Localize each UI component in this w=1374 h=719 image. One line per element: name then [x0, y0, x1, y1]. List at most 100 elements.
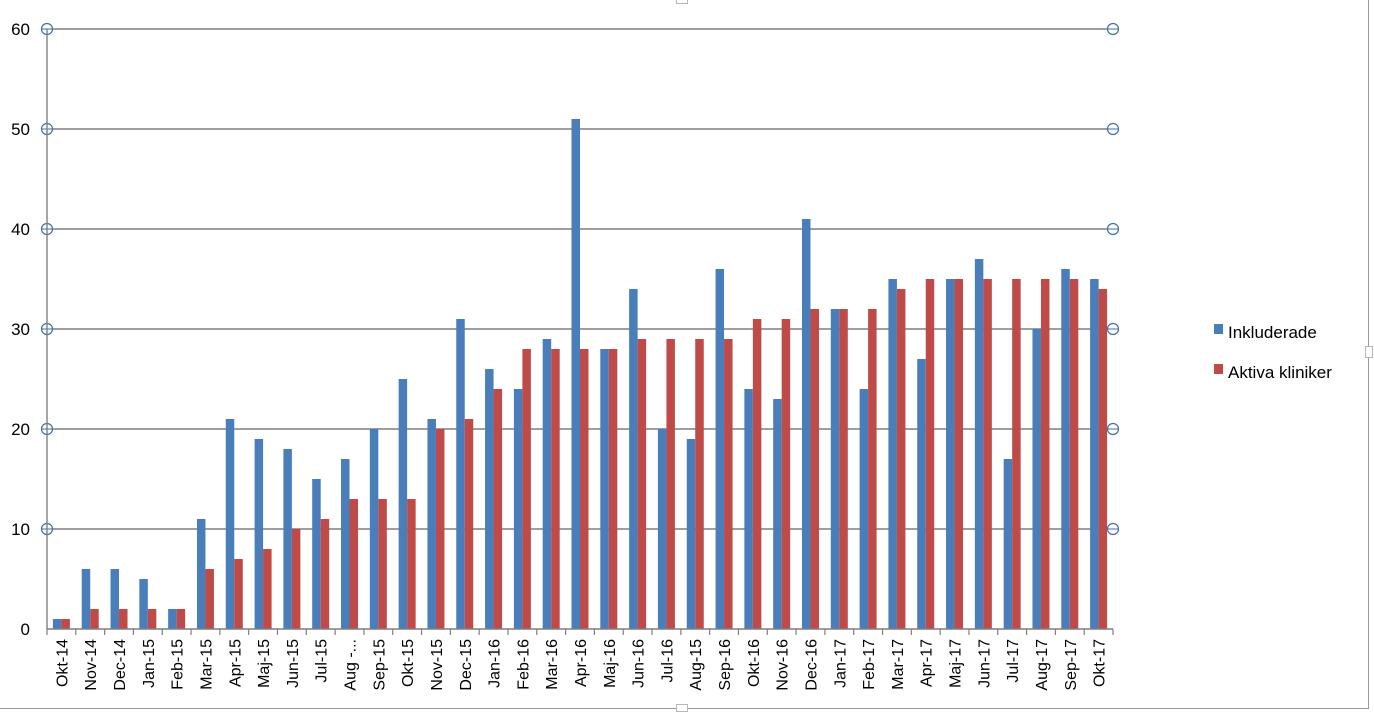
bar-inkluderade — [1090, 279, 1099, 629]
x-tick-label: Aug -... — [343, 639, 360, 691]
bar-inkluderade — [341, 459, 350, 629]
x-tick-label: Dec-15 — [458, 639, 475, 691]
bar-inkluderade — [513, 389, 523, 629]
x-tick-label: Aug-17 — [1034, 639, 1051, 691]
x-tick-label: Mar-17 — [890, 639, 907, 690]
x-tick-label: Jun-15 — [285, 639, 302, 688]
bar-inkluderade — [629, 289, 638, 629]
x-tick-label: Jul-17 — [1005, 639, 1022, 683]
x-tick-label: Maj-17 — [948, 639, 965, 688]
x-tick-label: Okt-14 — [54, 639, 71, 687]
x-tick-label: Apr-16 — [573, 639, 590, 687]
bar-aktiva-kliniker — [580, 349, 589, 629]
y-tick-label: 30 — [11, 320, 30, 339]
resize-handle-right[interactable] — [1365, 346, 1373, 358]
bar-inkluderade — [283, 449, 292, 629]
bar-inkluderade — [485, 369, 494, 629]
bar-inkluderade — [830, 309, 840, 629]
bar-inkluderade — [225, 419, 235, 629]
bar-inkluderade — [254, 439, 264, 629]
x-tick-label: Jul-15 — [314, 639, 331, 683]
bar-aktiva-kliniker — [61, 619, 70, 629]
x-tick-label: Okt-16 — [746, 639, 763, 687]
x-tick-label: Jul-16 — [659, 639, 676, 683]
bar-aktiva-kliniker — [435, 429, 445, 629]
x-tick-label: Okt-17 — [1092, 639, 1109, 687]
bar-inkluderade — [110, 569, 120, 629]
bar-inkluderade — [974, 259, 984, 629]
bar-aktiva-kliniker — [1012, 279, 1021, 629]
x-tick-label: Dec-16 — [803, 639, 820, 691]
x-tick-label: Feb-17 — [861, 639, 878, 690]
bar-inkluderade — [369, 429, 379, 629]
x-tick-label: Sep-16 — [717, 639, 734, 691]
bar-inkluderade — [196, 519, 206, 629]
x-tick-label: Sep-15 — [371, 639, 388, 691]
bar-aktiva-kliniker — [90, 609, 99, 629]
bar-aktiva-kliniker — [781, 319, 791, 629]
bar-aktiva-kliniker — [637, 339, 647, 629]
resize-handle-bottom[interactable] — [676, 704, 688, 712]
bar-aktiva-kliniker — [263, 549, 272, 629]
y-tick-label: 50 — [11, 120, 30, 139]
bar-inkluderade — [859, 389, 869, 629]
x-tick-label: Nov-15 — [429, 639, 446, 691]
bar-aktiva-kliniker — [378, 499, 387, 629]
bar-aktiva-kliniker — [868, 309, 877, 629]
bar-aktiva-kliniker — [205, 569, 214, 629]
bar-inkluderade — [801, 219, 811, 629]
bar-aktiva-kliniker — [349, 499, 359, 629]
bar-aktiva-kliniker — [666, 339, 675, 629]
bar-aktiva-kliniker — [1069, 279, 1079, 629]
bar-inkluderade — [600, 349, 609, 629]
x-tick-label: Sep-17 — [1063, 639, 1080, 691]
bar-aktiva-kliniker — [1040, 279, 1050, 629]
legend-label-aktiva-kliniker: Aktiva kliniker — [1228, 363, 1332, 382]
x-tick-label: Dec-14 — [112, 639, 129, 691]
bar-aktiva-kliniker — [176, 609, 186, 629]
resize-handle-top[interactable] — [676, 0, 688, 4]
bar-aktiva-kliniker — [608, 349, 618, 629]
bar-inkluderade — [744, 389, 753, 629]
x-tick-label: Jan-16 — [487, 639, 504, 688]
y-tick-label: 0 — [21, 620, 30, 639]
bar-aktiva-kliniker — [983, 279, 992, 629]
legend-label-inkluderade: Inkluderade — [1228, 323, 1317, 342]
bar-inkluderade — [52, 619, 62, 629]
x-tick-label: Apr-17 — [919, 639, 936, 687]
bar-inkluderade — [657, 429, 667, 629]
x-tick-label: Feb-15 — [170, 639, 187, 690]
bar-aktiva-kliniker — [320, 519, 330, 629]
bar-aktiva-kliniker — [1098, 289, 1108, 629]
bar-aktiva-kliniker — [464, 419, 474, 629]
x-tick-label: Jun-16 — [631, 639, 648, 688]
x-tick-label: Nov-14 — [83, 639, 100, 691]
bar-inkluderade — [888, 279, 897, 629]
bar-inkluderade — [427, 419, 436, 629]
x-tick-label: Apr-15 — [227, 639, 244, 687]
x-tick-label: Feb-16 — [515, 639, 532, 690]
bar-inkluderade — [946, 279, 955, 629]
bar-inkluderade — [571, 119, 580, 629]
bar-aktiva-kliniker — [724, 339, 733, 629]
bar-aktiva-kliniker — [147, 609, 157, 629]
x-tick-label: Maj-15 — [256, 639, 273, 688]
bar-aktiva-kliniker — [234, 559, 243, 629]
y-tick-label: 60 — [11, 20, 30, 39]
bar-aktiva-kliniker — [551, 349, 560, 629]
bar-inkluderade — [686, 439, 696, 629]
bar-aktiva-kliniker — [119, 609, 128, 629]
bar-inkluderade — [917, 359, 926, 629]
x-tick-label: Jun-17 — [976, 639, 993, 688]
bar-inkluderade — [398, 379, 408, 629]
bar-aktiva-kliniker — [291, 529, 301, 629]
x-tick-label: Aug-15 — [688, 639, 705, 691]
bar-inkluderade — [1032, 329, 1041, 629]
y-tick-label: 20 — [11, 420, 30, 439]
x-tick-label: Okt-15 — [400, 639, 417, 687]
bar-inkluderade — [168, 609, 177, 629]
bar-aktiva-kliniker — [925, 279, 935, 629]
bar-inkluderade — [456, 319, 465, 629]
